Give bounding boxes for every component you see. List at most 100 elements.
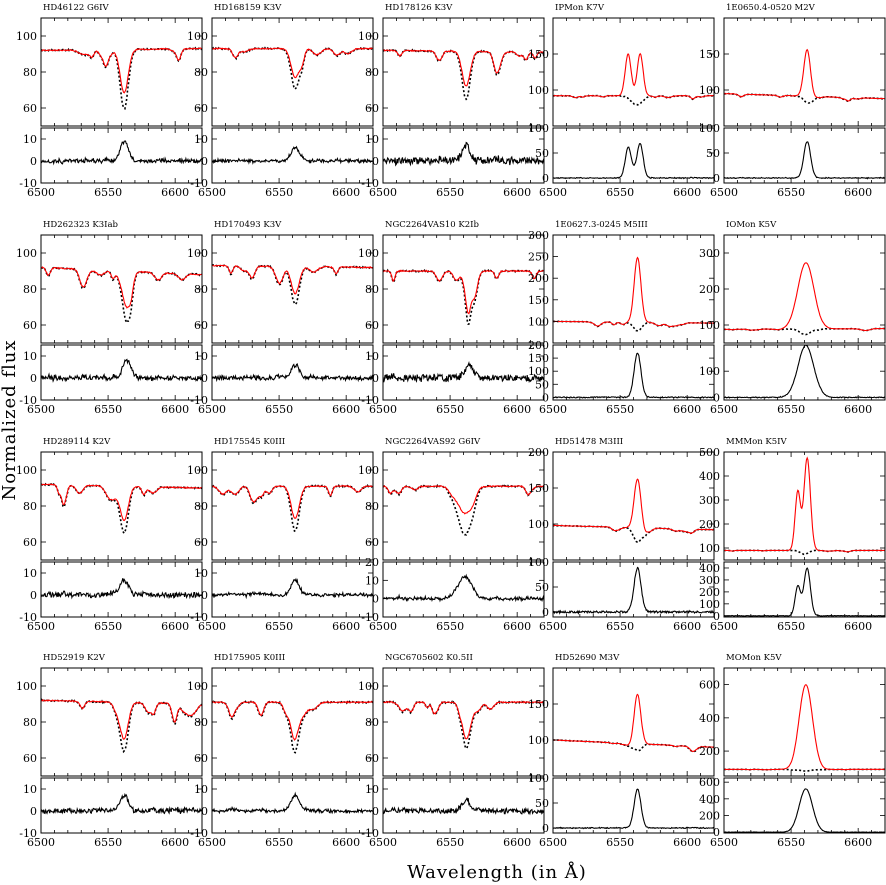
fitted-spectrum-line — [212, 485, 373, 519]
y-tick-label: -10 — [190, 827, 208, 840]
spectrum-panel: HD262323 K3Iab 60 80 100 -10 0 10 6500 6550 6600 — [16, 220, 203, 416]
axes-frame — [211, 344, 374, 401]
difference-spectrum-line — [212, 791, 373, 815]
axes-frame — [723, 667, 886, 777]
y-tick-label: 60 — [23, 319, 37, 332]
axes-frame — [552, 17, 715, 127]
difference-spectrum-line — [383, 797, 544, 816]
axes-frame — [40, 127, 203, 184]
x-tick-label: 6500 — [198, 186, 226, 199]
panel-title: HD52690 M3V — [555, 653, 620, 663]
fitted-spectrum-line — [212, 47, 373, 79]
y-tick-label: 0 — [201, 805, 208, 818]
x-tick-label: 6600 — [844, 403, 872, 416]
x-tick-label: 6500 — [369, 620, 397, 633]
x-tick-label: 6600 — [332, 186, 360, 199]
x-tick-label: 6600 — [503, 620, 531, 633]
difference-spectrum-line — [212, 577, 373, 600]
fitted-spectrum-line — [383, 700, 544, 740]
x-tick-label: 6550 — [265, 186, 293, 199]
fitted-spectrum-line — [553, 478, 714, 534]
observed-spectrum-line — [41, 46, 202, 110]
panel-title: HD51478 M3III — [555, 437, 623, 447]
x-tick-label: 6500 — [198, 620, 226, 633]
difference-spectrum-line — [383, 360, 544, 384]
panel-title: HD46122 G6IV — [43, 3, 110, 13]
y-tick-label: 200 — [699, 810, 720, 823]
fitted-spectrum-line — [724, 262, 885, 332]
spectrum-panel: HD168159 K3V 60 80 100 -10 0 10 6500 6550 6600 — [187, 3, 374, 199]
x-tick-label: 6550 — [94, 620, 122, 633]
spectrum-panel: MMMon K5IV100200300400500010020030040065… — [699, 437, 886, 633]
y-tick-label: 10 — [194, 133, 208, 146]
panel-title: NGC2264VAS10 K2Ib — [385, 220, 480, 230]
y-tick-label: 100 — [358, 464, 379, 477]
y-tick-label: 10 — [194, 350, 208, 363]
x-tick-label: 6550 — [777, 836, 805, 849]
fitted-spectrum-line — [724, 48, 885, 102]
x-tick-label: 6600 — [503, 836, 531, 849]
y-tick-label: 0 — [713, 391, 720, 404]
x-tick-label: 6550 — [777, 186, 805, 199]
y-tick-label: 0 — [713, 610, 720, 623]
fitted-spectrum-line — [41, 699, 202, 740]
panel-title: MMMon K5IV — [726, 437, 788, 447]
observed-spectrum-line — [553, 94, 714, 106]
panel-title: NGC2264VAS92 G6IV — [385, 437, 481, 447]
y-tick-label: 10 — [365, 783, 379, 796]
x-tick-label: 6600 — [332, 836, 360, 849]
panel-title: 1E0650.4-0520 M2V — [726, 3, 816, 13]
spectrum-panel: HD52690 M3V 100 150 0 50 100 6500 6550 6600 — [528, 653, 715, 849]
spectrum-panel: MOMon K5V 200 400 600 0 200 400 600 6500 6550 6600 — [699, 653, 886, 849]
spectrum-panel: IOMon K5V 100 200 300 0 100 6500 6550 6600 — [699, 220, 886, 416]
x-tick-label: 6600 — [844, 186, 872, 199]
fitted-spectrum-line — [383, 269, 544, 315]
y-tick-label: 200 — [699, 283, 720, 296]
y-tick-label: 80 — [365, 66, 379, 79]
y-tick-label: 150 — [528, 294, 549, 307]
x-tick-label: 6550 — [606, 836, 634, 849]
fitted-spectrum-line — [553, 256, 714, 328]
y-tick-label: 60 — [365, 752, 379, 765]
y-tick-label: 0 — [30, 589, 37, 602]
axes-frame — [723, 451, 886, 561]
y-tick-label: 10 — [365, 133, 379, 146]
panel-title: HD175545 K0III — [214, 437, 285, 447]
x-tick-label: 6550 — [436, 836, 464, 849]
x-tick-label: 6600 — [503, 403, 531, 416]
y-tick-label: 60 — [365, 319, 379, 332]
y-tick-label: 0 — [372, 593, 379, 606]
y-tick-label: -10 — [190, 611, 208, 624]
spectrum-panel: 1E0650.4-0520 M2V 100 150 0 50 100 6500 6550 660… — [699, 3, 886, 199]
spectrum-panel: IPMon K7V 100 150 0 50 100 6500 6550 6600 — [528, 3, 715, 199]
y-tick-label: -10 — [361, 394, 379, 407]
spectrum-panel: HD170493 K3V 60 80 100 -10 0 10 6500 6550 6600 — [187, 220, 374, 416]
axes-frame — [40, 667, 203, 777]
axes-frame — [382, 561, 545, 618]
spectrum-panel: HD178126 K3V 60 80 100 -10 0 10 6500 6550 6600 — [358, 3, 545, 199]
y-tick-label: 10 — [23, 350, 37, 363]
x-tick-label: 6600 — [161, 836, 189, 849]
x-axis-label: Wavelength (in Å) — [407, 861, 587, 883]
fitted-spectrum-line — [383, 49, 544, 87]
x-tick-label: 6550 — [94, 836, 122, 849]
fitted-spectrum-line — [41, 483, 202, 522]
y-tick-label: 100 — [358, 30, 379, 43]
x-tick-label: 6550 — [777, 620, 805, 633]
y-tick-label: 100 — [699, 365, 720, 378]
observed-spectrum-line — [212, 483, 373, 533]
axes-frame — [211, 451, 374, 561]
y-tick-label: 0 — [372, 805, 379, 818]
y-tick-label: 100 — [528, 734, 549, 747]
axes-frame — [211, 667, 374, 777]
y-tick-label: 60 — [23, 102, 37, 115]
panel-title: HD262323 K3Iab — [43, 220, 119, 230]
y-tick-label: 100 — [699, 542, 720, 555]
x-tick-label: 6500 — [539, 620, 567, 633]
y-tick-label: 100 — [699, 598, 720, 611]
difference-spectrum-line — [383, 141, 544, 167]
difference-spectrum-line — [724, 345, 885, 399]
spectrum-panel: HD52919 K2V 60 80 100 -10 0 10 6500 6550 6600 — [16, 653, 203, 849]
